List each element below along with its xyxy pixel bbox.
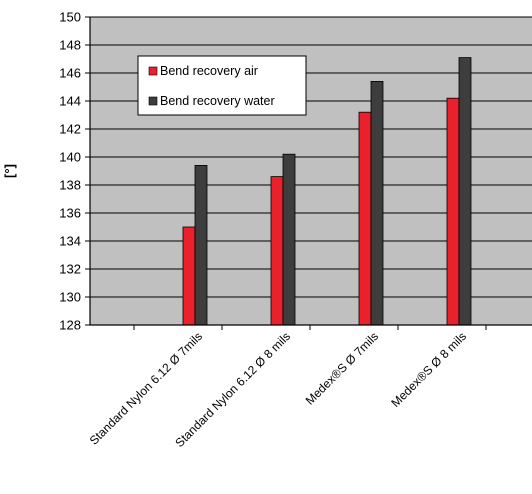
y-tick-label: 138 xyxy=(59,178,81,193)
bar-water xyxy=(458,57,472,326)
bar-air xyxy=(270,176,284,326)
y-tick-label: 148 xyxy=(59,38,81,53)
y-tick-label: 130 xyxy=(59,290,81,305)
legend-label-water: Bend recovery water xyxy=(160,94,275,108)
y-tick-label: 142 xyxy=(59,122,81,137)
y-tick-label: 150 xyxy=(59,10,81,25)
x-axis xyxy=(89,17,532,330)
bar-air xyxy=(358,111,372,326)
bar-air xyxy=(446,97,460,326)
y-axis-label: [°] xyxy=(2,164,17,178)
category-label: Medex®S Ø 7mils xyxy=(303,329,381,407)
legend-label-air: Bend recovery air xyxy=(160,64,258,78)
bar-air xyxy=(182,226,196,326)
legend-swatch-air xyxy=(148,66,158,76)
bar-water xyxy=(370,81,384,326)
legend-box xyxy=(137,55,307,116)
legend: Bend recovery air Bend recovery water xyxy=(137,55,307,116)
category-label: Medex®S Ø 8 mils xyxy=(388,329,469,410)
y-tick-label: 146 xyxy=(59,66,81,81)
y-tick-label: 144 xyxy=(59,94,81,109)
y-tick-label: 128 xyxy=(59,318,81,333)
legend-swatch-water xyxy=(148,96,158,106)
y-tick-label: 134 xyxy=(59,234,81,249)
y-tick-label: 132 xyxy=(59,262,81,277)
y-axis-ticks: 128 130 132 134 136 138 140 142 144 146 148 150 xyxy=(59,10,90,333)
y-tick-label: 140 xyxy=(59,150,81,165)
bar-water xyxy=(282,153,296,326)
bar-water xyxy=(194,164,208,326)
y-tick-label: 136 xyxy=(59,206,81,221)
